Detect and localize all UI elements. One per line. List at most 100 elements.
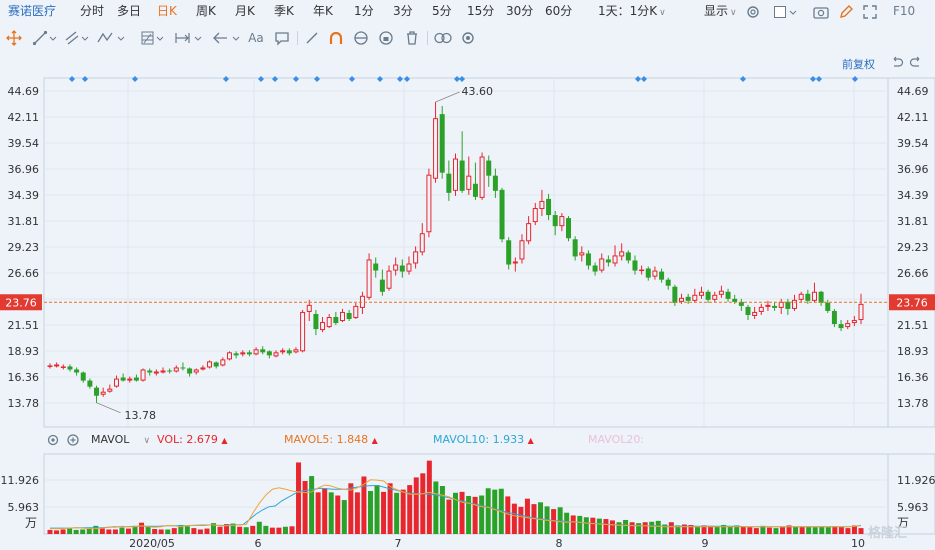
arrow-tool-icon[interactable] bbox=[212, 24, 242, 52]
candle-body-up bbox=[419, 233, 425, 253]
stock-name[interactable]: 赛诺医疗 bbox=[8, 4, 57, 18]
period-1min[interactable]: 1分 bbox=[354, 4, 374, 18]
volume-bar-up bbox=[531, 504, 537, 534]
candle-body-up bbox=[153, 371, 159, 374]
volume-settings-icon[interactable] bbox=[46, 433, 60, 450]
vol-value: VOL: 2.679 ▲ bbox=[157, 433, 227, 446]
volume-bar-down bbox=[165, 529, 171, 534]
volume-bar-down bbox=[649, 521, 655, 534]
text-tool[interactable]: Aa bbox=[248, 31, 264, 45]
y-tick-label-left: 42.11 bbox=[8, 111, 40, 124]
period-duori[interactable]: 多日 bbox=[117, 4, 142, 18]
mavol10-text: MAVOL10: 1.933 bbox=[433, 433, 525, 446]
period-3min[interactable]: 3分 bbox=[393, 4, 413, 18]
volume-bar-up bbox=[780, 527, 786, 534]
range-select[interactable]: 1天：1分K ∨ bbox=[598, 4, 666, 21]
redo-icon[interactable] bbox=[909, 54, 923, 72]
volume-bar-up bbox=[152, 529, 158, 534]
candle-body-up bbox=[100, 391, 106, 395]
x-axis-label: 2020/05 bbox=[129, 537, 175, 550]
y-tick-label-right: 36.96 bbox=[897, 163, 929, 176]
period-fenshi[interactable]: 分时 bbox=[80, 4, 105, 18]
lock-icon[interactable] bbox=[376, 24, 396, 52]
candle-body-up bbox=[579, 252, 585, 256]
watermark-logo: 格隆汇 bbox=[868, 522, 907, 541]
period-rik[interactable]: 日K bbox=[157, 4, 177, 18]
volume-bar-up bbox=[590, 517, 596, 534]
camera-icon[interactable] bbox=[812, 0, 830, 24]
period-yuek[interactable]: 月K bbox=[235, 4, 255, 18]
range-tool-icon[interactable] bbox=[174, 24, 204, 52]
candle-body-down bbox=[506, 240, 512, 265]
magnet-icon[interactable] bbox=[326, 24, 346, 52]
volume-bar-up bbox=[426, 460, 432, 534]
channel-tool-icon[interactable] bbox=[64, 24, 90, 52]
candle-body-up bbox=[519, 240, 525, 260]
volume-bar-down bbox=[145, 526, 151, 534]
period-niank[interactable]: 年K bbox=[313, 4, 333, 18]
candle-body-up bbox=[60, 366, 66, 368]
volume-bar-down bbox=[453, 492, 458, 534]
current-price-tag-left bbox=[0, 294, 42, 311]
volume-bar-up bbox=[237, 526, 243, 534]
candle-body-up bbox=[798, 293, 804, 300]
candle-body-down bbox=[805, 293, 811, 301]
candle-body-up bbox=[426, 174, 432, 233]
volume-bar-down bbox=[734, 525, 740, 534]
crosshair-icon[interactable] bbox=[4, 24, 24, 52]
candle-body-up bbox=[326, 317, 332, 328]
settings-icon[interactable] bbox=[745, 0, 761, 24]
volume-bar-up bbox=[838, 526, 844, 534]
display-menu[interactable]: 显示 ∨ bbox=[704, 4, 737, 21]
event-marker-icon bbox=[258, 76, 264, 82]
pencil-icon[interactable] bbox=[838, 0, 854, 24]
y-tick-label-left: 13.78 bbox=[8, 397, 40, 410]
wave-tool-icon[interactable] bbox=[96, 24, 126, 52]
candle-body-down bbox=[379, 279, 385, 292]
volume-bar-down bbox=[760, 525, 766, 534]
period-5min[interactable]: 5分 bbox=[432, 4, 452, 18]
candle-body-down bbox=[785, 301, 791, 309]
line-tool-icon[interactable] bbox=[32, 24, 58, 52]
period-15min[interactable]: 15分 bbox=[467, 4, 495, 18]
y-tick-label-left: 29.23 bbox=[8, 241, 40, 254]
fullscreen-icon[interactable] bbox=[862, 0, 878, 24]
indicator-select[interactable]: MAVOL ∨ bbox=[91, 433, 150, 446]
candle-body-up bbox=[47, 365, 53, 367]
gear-icon[interactable] bbox=[458, 24, 478, 52]
y-tick-label-left: 24.08 bbox=[8, 293, 40, 306]
mavol5-value: MAVOL5: 1.848 ▲ bbox=[284, 433, 378, 446]
undo-icon[interactable] bbox=[890, 54, 904, 72]
volume-bar-down bbox=[211, 523, 217, 534]
fibonacci-tool-icon[interactable] bbox=[140, 24, 166, 52]
f10-button[interactable]: F10 bbox=[893, 4, 916, 18]
candle-body-down bbox=[94, 387, 100, 396]
y-tick-label-left: 31.81 bbox=[8, 215, 40, 228]
period-60min[interactable]: 60分 bbox=[545, 4, 573, 18]
event-marker-icon bbox=[816, 76, 822, 82]
candle-body-up bbox=[393, 264, 399, 271]
period-30min[interactable]: 30分 bbox=[506, 4, 534, 18]
candle-body-down bbox=[246, 352, 252, 355]
candle-body-up bbox=[413, 251, 419, 264]
indicator-name: MAVOL bbox=[91, 433, 130, 446]
period-zhouk[interactable]: 周K bbox=[196, 4, 216, 18]
volume-bar-up bbox=[570, 515, 576, 534]
hide-drawings-icon[interactable] bbox=[351, 24, 371, 52]
candlestick-chart[interactable]: 44.69 44.69 42.11 42.11 39.54 39.54 36.96 36.96… bbox=[0, 0, 935, 430]
candle-body-down bbox=[486, 160, 492, 176]
x-axis-label: 6 bbox=[255, 537, 262, 550]
comment-icon[interactable] bbox=[272, 24, 292, 52]
candle-body-up bbox=[612, 255, 618, 264]
y-tick-label-right: 44.69 bbox=[897, 85, 929, 98]
checkbox-icon[interactable] bbox=[773, 0, 799, 24]
candle-body-down bbox=[187, 368, 193, 374]
volume-zoom-icon[interactable] bbox=[66, 433, 80, 450]
trash-icon[interactable] bbox=[402, 24, 422, 52]
adjust-mode-button[interactable]: 前复权 bbox=[842, 58, 875, 71]
volume-bar-down bbox=[439, 486, 445, 534]
toggle-icon[interactable] bbox=[432, 24, 454, 52]
brush-icon[interactable] bbox=[302, 24, 322, 52]
period-jik[interactable]: 季K bbox=[274, 4, 294, 18]
